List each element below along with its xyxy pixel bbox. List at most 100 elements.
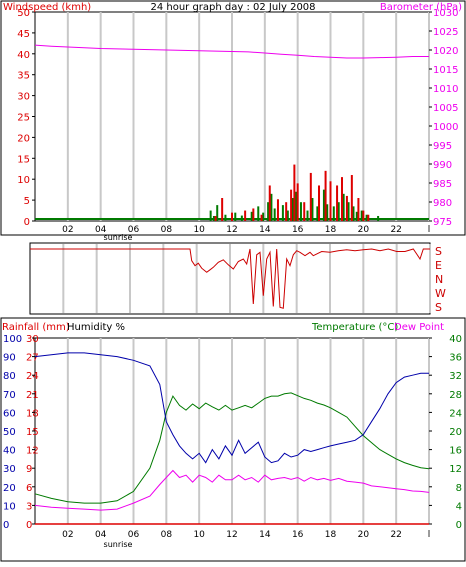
wind-bar — [318, 185, 321, 221]
humidity-tick-label: 60 — [3, 408, 16, 419]
wind-bar — [221, 198, 224, 221]
temp-x-tick-label: 02 — [62, 530, 73, 540]
barometer-tick-label: 1020 — [433, 46, 458, 57]
temp-x-tick-label: l — [428, 530, 431, 540]
temperature-axis: 0 4 8 12 16 20 24 28 32 36 40 — [429, 334, 462, 531]
gust-bar — [347, 202, 350, 221]
temperature-tick-label: 32 — [449, 371, 462, 382]
chart-title: 24 hour graph day : 02 July 2008 — [150, 2, 315, 13]
dewpoint-line — [34, 469, 430, 511]
direction-tick-label: N — [435, 273, 443, 286]
wind-direction-line — [30, 248, 430, 309]
rainfall-label: Rainfall (mm) — [2, 322, 70, 333]
gust-bar — [332, 206, 335, 221]
gust-bar — [306, 210, 309, 221]
rainfall-tick-label: 15 — [26, 427, 39, 438]
gust-bar — [250, 211, 253, 221]
barometer-tick-label: 1010 — [433, 84, 458, 95]
windspeed-tick-label: 30 — [17, 92, 30, 103]
gust-bar — [224, 214, 227, 221]
gust-bar — [311, 198, 314, 221]
temp-x-tick-label: 12 — [226, 530, 237, 540]
humidity-tick-label: 30 — [3, 464, 16, 475]
humidity-tick-label: 100 — [3, 334, 22, 345]
barometer-line — [34, 44, 429, 59]
barometer-tick-label: 1030 — [433, 8, 458, 19]
rainfall-tick-label: 24 — [26, 371, 39, 382]
barometer-tick-label: 975 — [433, 217, 452, 228]
wind-bar — [214, 215, 217, 221]
temp-x-tick-label: 16 — [292, 530, 304, 540]
temperature-tick-label: 40 — [449, 334, 462, 345]
gust-bar — [257, 206, 260, 221]
gust-bar — [342, 193, 345, 221]
wind-bar — [296, 183, 299, 221]
barometer-axis: 975 980 985 990 995 1000 1005 1010 1015 1020 1025 1… — [429, 8, 458, 228]
wind-x-tick-label: 06 — [128, 225, 140, 235]
gust-bar — [240, 215, 243, 221]
humidity-tick-label: 70 — [3, 390, 16, 401]
wind-bar — [324, 170, 327, 221]
rainfall-tick-label: 27 — [26, 353, 39, 364]
wind-bar — [260, 214, 263, 221]
barometer-tick-label: 1005 — [433, 103, 458, 114]
gust-bar — [365, 214, 368, 221]
temperature-tick-label: 20 — [449, 427, 462, 438]
gust-bar — [355, 211, 358, 221]
wind-bar — [285, 202, 288, 221]
humidity-label: Humidity % — [67, 322, 125, 333]
gust-bar — [273, 208, 276, 221]
gust-bar — [299, 202, 302, 221]
temp-x-axis: 02 04 06 08 10 12 14 16 18 20 22 l — [62, 530, 430, 540]
temperature-tick-label: 16 — [449, 446, 462, 457]
humidity-tick-label: 50 — [3, 427, 16, 438]
temp-x-tick-label: 18 — [325, 530, 337, 540]
gust-bar — [267, 202, 270, 221]
windspeed-tick-label: 15 — [17, 154, 30, 165]
barometer-tick-label: 980 — [433, 198, 452, 209]
temp-x-tick-label: 20 — [358, 530, 370, 540]
wind-bar — [350, 175, 353, 221]
humidity-line — [34, 352, 429, 464]
wind-x-tick-label: 12 — [226, 225, 237, 235]
windspeed-tick-label: 10 — [17, 175, 30, 186]
wind-bar — [309, 172, 312, 221]
temp-x-tick-label: 22 — [390, 530, 401, 540]
wind-x-tick-label: 14 — [259, 225, 271, 235]
wind-bar — [329, 181, 332, 221]
barometer-tick-label: 985 — [433, 179, 452, 190]
wind-x-tick-label: 22 — [390, 225, 401, 235]
temperature-tick-label: 36 — [449, 353, 462, 364]
barometer-tick-label: 1015 — [433, 65, 458, 76]
windspeed-tick-label: 50 — [17, 8, 30, 19]
windspeed-tick-label: 40 — [17, 50, 30, 61]
wind-bar — [268, 185, 271, 221]
wind-bar — [244, 210, 247, 221]
humidity-tick-label: 40 — [3, 446, 16, 457]
windspeed-tick-label: 25 — [17, 113, 30, 124]
temperature-tick-label: 8 — [456, 483, 462, 494]
gust-bar — [316, 206, 319, 221]
windspeed-axis: 0 5 10 15 20 25 30 35 40 45 50 — [17, 8, 35, 228]
humidity-tick-label: 20 — [3, 483, 16, 494]
windspeed-tick-label: 35 — [17, 71, 30, 82]
windspeed-tick-label: 45 — [17, 29, 30, 40]
wind-x-tick-label: 20 — [358, 225, 370, 235]
temp-x-tick-label: 14 — [259, 530, 271, 540]
rainfall-axis: 0 3 6 9 12 15 18 21 24 27 30 — [26, 334, 39, 531]
rainfall-tick-label: 6 — [26, 483, 32, 494]
gust-bar — [377, 215, 380, 221]
wind-x-tick-label: 02 — [62, 225, 73, 235]
temperature-tick-label: 28 — [449, 390, 462, 401]
rainfall-tick-label: 9 — [26, 464, 32, 475]
wind-bar — [293, 164, 296, 221]
gust-bar — [352, 206, 355, 221]
gust-bar — [326, 204, 329, 221]
wind-bar — [362, 210, 365, 221]
barometer-label: Barometer (hPa) — [380, 2, 462, 13]
wind-x-tick-label: 16 — [292, 225, 304, 235]
